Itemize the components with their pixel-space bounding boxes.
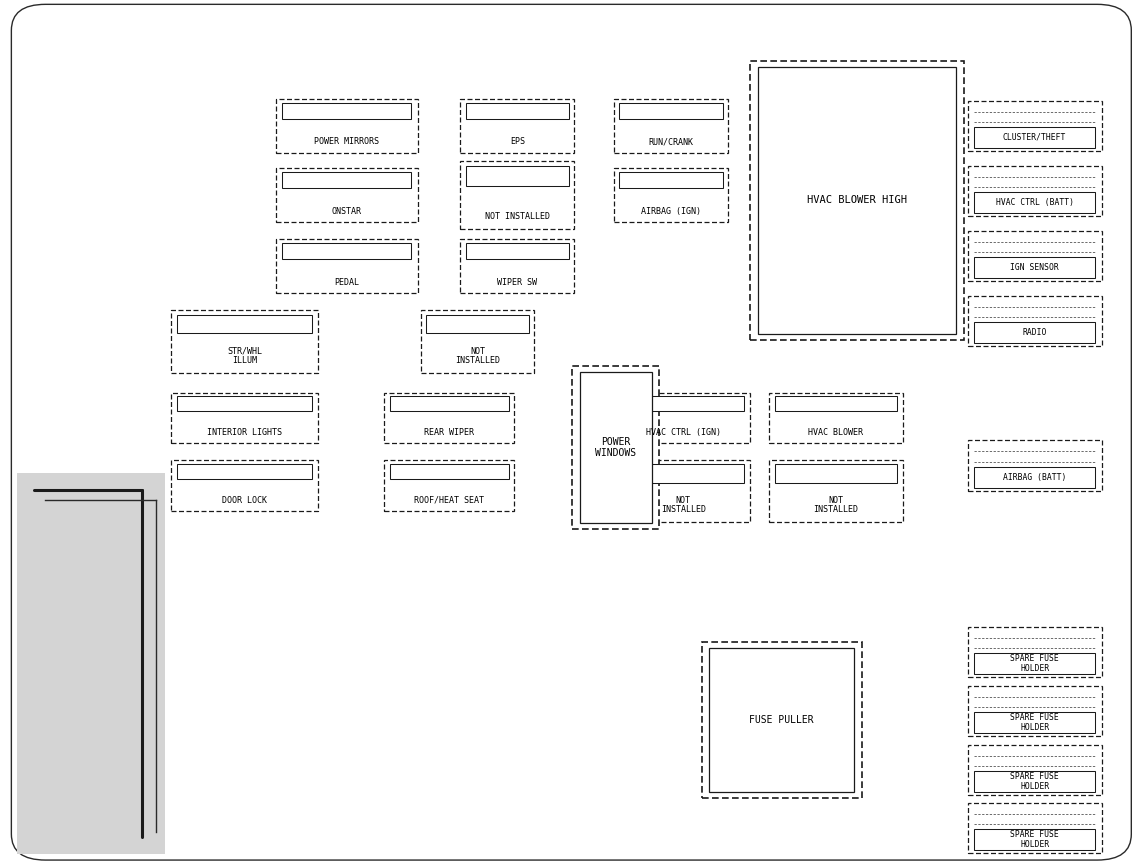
Text: HVAC BLOWER HIGH: HVAC BLOWER HIGH xyxy=(807,195,907,205)
Bar xyxy=(177,396,312,411)
Bar xyxy=(425,315,530,334)
Text: INTERIOR LIGHTS: INTERIOR LIGHTS xyxy=(207,428,282,437)
Bar xyxy=(460,239,574,293)
Bar xyxy=(968,166,1102,216)
Bar xyxy=(619,102,723,119)
Bar xyxy=(282,102,412,119)
Text: RADIO: RADIO xyxy=(1022,328,1047,337)
Bar xyxy=(171,310,318,373)
Bar xyxy=(616,393,750,443)
Bar xyxy=(974,829,1095,851)
Bar xyxy=(17,481,153,854)
Bar xyxy=(275,168,418,222)
Bar xyxy=(774,396,897,411)
Bar xyxy=(17,473,165,854)
Bar xyxy=(968,101,1102,151)
Bar xyxy=(390,396,508,411)
Text: HVAC CTRL (IGN): HVAC CTRL (IGN) xyxy=(646,428,721,437)
Bar xyxy=(622,396,745,411)
Bar xyxy=(758,67,956,334)
Bar xyxy=(974,322,1095,343)
Text: AIRBAG (BATT): AIRBAG (BATT) xyxy=(1003,473,1067,482)
Bar xyxy=(750,61,964,340)
Bar xyxy=(614,99,728,153)
Text: POWER
WINDOWS: POWER WINDOWS xyxy=(595,437,637,458)
Bar xyxy=(974,127,1095,148)
Bar xyxy=(769,460,903,522)
Text: NOT INSTALLED: NOT INSTALLED xyxy=(484,212,550,221)
Bar xyxy=(177,315,312,334)
Text: EPS: EPS xyxy=(509,137,525,147)
Bar xyxy=(974,712,1095,733)
Text: CLUSTER/THEFT: CLUSTER/THEFT xyxy=(1003,133,1067,142)
Bar xyxy=(171,460,318,511)
Bar xyxy=(974,653,1095,675)
Bar xyxy=(974,257,1095,278)
Bar xyxy=(614,168,728,222)
Bar xyxy=(282,243,412,259)
Bar xyxy=(974,192,1095,213)
Text: SPARE FUSE
HOLDER: SPARE FUSE HOLDER xyxy=(1011,772,1059,791)
Text: POWER MIRRORS: POWER MIRRORS xyxy=(314,137,380,147)
Text: SPARE FUSE
HOLDER: SPARE FUSE HOLDER xyxy=(1011,714,1059,732)
Text: NOT
INSTALLED: NOT INSTALLED xyxy=(661,496,706,514)
Bar xyxy=(177,464,312,479)
Text: SPARE FUSE
HOLDER: SPARE FUSE HOLDER xyxy=(1011,655,1059,673)
Text: HVAC CTRL (BATT): HVAC CTRL (BATT) xyxy=(996,198,1073,207)
Bar xyxy=(774,464,897,483)
Text: IGN SENSOR: IGN SENSOR xyxy=(1011,263,1059,272)
Bar xyxy=(580,372,652,523)
Bar xyxy=(466,243,570,259)
Bar xyxy=(968,627,1102,677)
Bar xyxy=(384,460,515,511)
Text: STR/WHL
ILLUM: STR/WHL ILLUM xyxy=(227,347,262,365)
Text: HVAC BLOWER: HVAC BLOWER xyxy=(808,428,863,437)
Bar xyxy=(974,466,1095,488)
Bar xyxy=(390,464,508,479)
Bar xyxy=(171,393,318,443)
Bar xyxy=(974,771,1095,792)
Bar xyxy=(619,172,723,188)
Bar xyxy=(769,393,903,443)
Text: ROOF/HEAT SEAT: ROOF/HEAT SEAT xyxy=(414,496,484,505)
Bar xyxy=(572,366,659,529)
Text: REAR WIPER: REAR WIPER xyxy=(424,428,474,437)
Bar xyxy=(968,803,1102,853)
Bar xyxy=(616,460,750,522)
Text: AIRBAG (IGN): AIRBAG (IGN) xyxy=(641,206,700,216)
Text: NOT
INSTALLED: NOT INSTALLED xyxy=(813,496,858,514)
Bar xyxy=(968,745,1102,795)
Bar xyxy=(968,231,1102,281)
Bar xyxy=(421,310,534,373)
Text: WIPER SW: WIPER SW xyxy=(497,277,538,287)
Bar xyxy=(622,464,745,483)
Text: PEDAL: PEDAL xyxy=(334,277,359,287)
Bar xyxy=(384,393,515,443)
Text: SPARE FUSE
HOLDER: SPARE FUSE HOLDER xyxy=(1011,831,1059,849)
Text: ONSTAR: ONSTAR xyxy=(332,206,362,216)
Bar xyxy=(460,161,574,229)
Text: RUN/CRANK: RUN/CRANK xyxy=(648,137,694,147)
Bar xyxy=(466,166,570,186)
Text: FUSE PULLER: FUSE PULLER xyxy=(749,714,814,725)
Text: NOT
INSTALLED: NOT INSTALLED xyxy=(455,347,500,365)
Bar xyxy=(709,648,854,792)
Text: DOOR LOCK: DOOR LOCK xyxy=(222,496,267,505)
Bar xyxy=(702,642,862,798)
Bar xyxy=(460,99,574,153)
Bar xyxy=(275,239,418,293)
Bar xyxy=(282,172,412,188)
Bar xyxy=(968,296,1102,346)
Bar xyxy=(968,686,1102,736)
Bar xyxy=(275,99,418,153)
Bar xyxy=(466,102,570,119)
Bar xyxy=(968,440,1102,491)
